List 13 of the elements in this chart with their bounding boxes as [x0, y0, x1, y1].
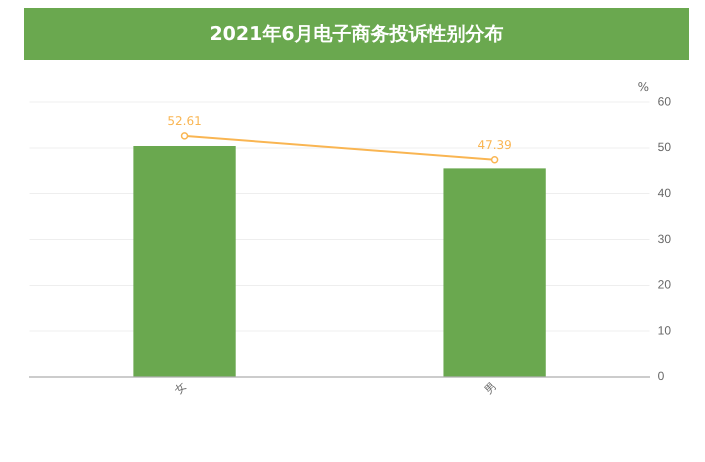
y-tick-label: 40	[658, 186, 672, 200]
y-tick-label: 0	[658, 369, 665, 384]
y-tick-label: 20	[658, 278, 672, 292]
y-tick-label: 50	[658, 140, 672, 154]
y-tick-label: 30	[658, 232, 672, 246]
x-tick-label: 女	[172, 380, 189, 397]
y-tick-label: 60	[658, 94, 672, 108]
chart-title: 2021年6月电子商务投诉性别分布	[24, 8, 689, 60]
y-axis-title: %	[638, 80, 650, 94]
data-label: 47.39	[477, 138, 512, 152]
y-tick-label: 10	[658, 323, 672, 338]
data-label: 52.61	[167, 114, 202, 128]
x-tick-label: 男	[482, 380, 499, 397]
